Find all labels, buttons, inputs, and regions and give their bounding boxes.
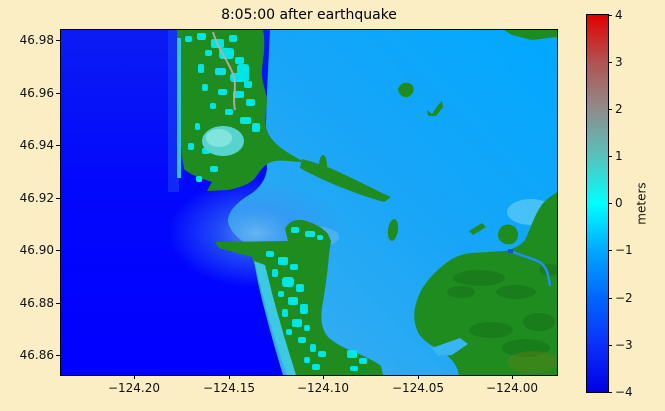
colorbar-tick-label: −4 — [615, 385, 633, 399]
tsunami-map — [61, 30, 557, 375]
y-tick-mark — [56, 250, 60, 251]
colorbar-tick-mark — [608, 203, 612, 204]
plot-title: 8:05:00 after earthquake — [221, 7, 397, 23]
colorbar-tick-label: 3 — [615, 55, 623, 69]
y-tick-label: 46.98 — [19, 33, 54, 47]
y-tick-label: 46.86 — [19, 348, 54, 362]
colorbar — [586, 14, 609, 393]
colorbar-tick-mark — [608, 392, 612, 393]
y-tick-label: 46.90 — [19, 243, 54, 257]
y-tick-mark — [56, 93, 60, 94]
y-tick-mark — [56, 303, 60, 304]
x-tick-mark — [323, 375, 324, 379]
x-tick-label: −124.00 — [485, 381, 539, 395]
colorbar-tick-label: 1 — [615, 149, 623, 163]
shallow-lagoon-center — [206, 129, 232, 147]
dune-road-line — [212, 31, 236, 111]
y-tick-mark — [56, 355, 60, 356]
river-channel — [512, 250, 552, 287]
terrain-texture — [447, 264, 557, 357]
colorbar-tick-label: −2 — [615, 291, 633, 305]
colorbar-tick-label: −3 — [615, 338, 633, 352]
x-tick-mark — [229, 375, 230, 379]
river-mouth-deep-spot — [508, 249, 513, 253]
map-plot-area — [60, 29, 558, 376]
y-tick-mark — [56, 145, 60, 146]
x-tick-mark — [134, 375, 135, 379]
colorbar-tick-mark — [608, 15, 612, 16]
south-peninsula-land — [215, 219, 383, 375]
small-shoal-island — [319, 155, 327, 177]
x-tick-label: −124.15 — [202, 381, 256, 395]
flooded-patches-north — [185, 33, 260, 182]
northeast-shore-strip — [504, 30, 557, 40]
y-tick-mark — [56, 198, 60, 199]
colorbar-tick-mark — [608, 109, 612, 110]
colorbar-tick-label: 0 — [615, 196, 623, 210]
tidal-pocket-water — [432, 338, 468, 356]
colorbar-tick-label: −1 — [615, 243, 633, 257]
lowland-olive-patch — [507, 351, 557, 373]
y-tick-label: 46.92 — [19, 191, 54, 205]
nearshore-water-band — [168, 30, 179, 192]
colorbar-tick-mark — [608, 298, 612, 299]
x-tick-label: −124.10 — [296, 381, 350, 395]
flooded-patches-south — [266, 227, 367, 371]
colorbar-tick-mark — [608, 62, 612, 63]
y-tick-label: 46.96 — [19, 86, 54, 100]
x-tick-label: −124.05 — [391, 381, 445, 395]
south-beach-flood-strip — [254, 261, 296, 375]
x-tick-label: −124.20 — [107, 381, 161, 395]
colorbar-tick-label: 2 — [615, 102, 623, 116]
colorbar-tick-label: 4 — [615, 8, 623, 22]
north-beach-flood-strip — [177, 38, 181, 178]
y-tick-label: 46.94 — [19, 138, 54, 152]
y-tick-label: 46.88 — [19, 296, 54, 310]
colorbar-axis-label: meters — [634, 182, 649, 225]
x-tick-mark — [512, 375, 513, 379]
y-tick-mark — [56, 40, 60, 41]
x-tick-mark — [418, 375, 419, 379]
colorbar-tick-mark — [608, 250, 612, 251]
colorbar-tick-mark — [608, 345, 612, 346]
colorbar-tick-mark — [608, 156, 612, 157]
bay-islands — [387, 82, 519, 245]
